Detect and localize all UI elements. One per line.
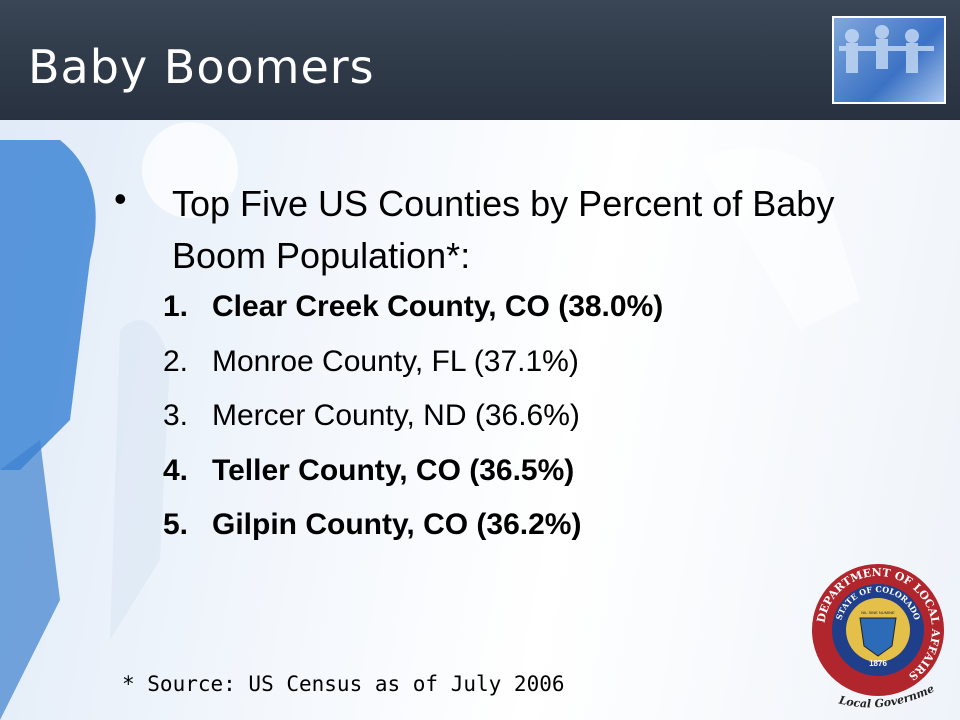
list-item: 4. Teller County, CO (36.5%): [163, 454, 574, 488]
bullet-symbol: •: [114, 178, 127, 219]
seal-shield: [859, 617, 897, 657]
list-item: 1. Clear Creek County, CO (38.0%): [163, 290, 663, 324]
list-number: 1.: [163, 290, 189, 323]
seal-logo: DEPARTMENT OF LOCAL AFFAIRS STATE OF COL…: [808, 560, 944, 710]
list-text: Mercer County, ND (36.6%): [212, 399, 580, 432]
list-text: Clear Creek County, CO (38.0%): [212, 290, 664, 323]
list-text: Monroe County, FL (37.1%): [212, 344, 579, 378]
seal-motto: NIL SINE NUMINE: [861, 610, 895, 615]
list-item: 2. Monroe County, FL (37.1%): [163, 345, 579, 379]
header-image: [832, 16, 946, 104]
list-item: 3. Mercer County, ND (36.6%): [163, 399, 580, 433]
list-text: Teller County, CO (36.5%): [212, 453, 575, 487]
list-text: Gilpin County, CO (36.2%): [212, 508, 582, 541]
list-number: 3.: [163, 399, 189, 432]
seal-year: 1876: [869, 659, 887, 668]
list-number: 2.: [163, 344, 189, 378]
header-bar: Baby Boomers: [0, 0, 960, 120]
bullet-text: Top Five US Counties by Percent of Baby …: [172, 183, 835, 276]
list-item: 5. Gilpin County, CO (36.2%): [163, 508, 581, 542]
list-number: 4.: [163, 453, 189, 487]
slide-title: Baby Boomers: [28, 40, 375, 94]
footnote: * Source: US Census as of July 2006: [122, 672, 565, 696]
list-number: 5.: [163, 508, 189, 541]
